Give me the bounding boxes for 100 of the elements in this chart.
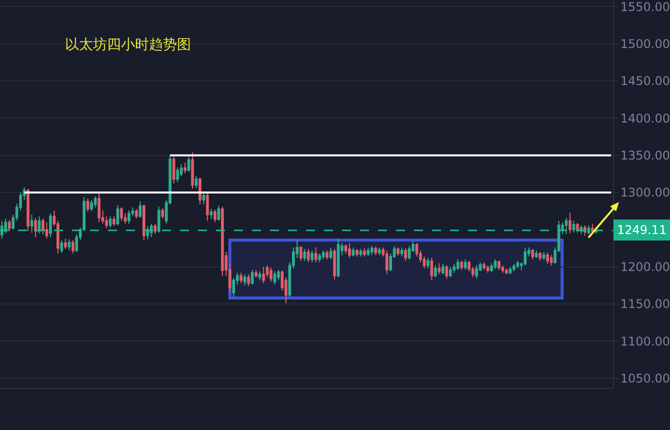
candlestick	[64, 238, 67, 250]
candlestick	[273, 270, 276, 286]
candlestick	[303, 248, 306, 262]
candlestick	[568, 212, 572, 234]
candlestick	[452, 263, 456, 274]
candlestick	[112, 216, 116, 226]
candlestick	[475, 264, 478, 280]
candlestick	[116, 204, 120, 226]
y-tick-label: 1450.00	[620, 74, 670, 88]
candlestick	[329, 247, 332, 260]
candlestick	[299, 246, 302, 262]
candlestick	[512, 263, 516, 272]
y-tick-label: 1050.00	[620, 372, 670, 386]
candlestick	[135, 208, 138, 220]
candlestick	[154, 223, 157, 235]
candlestick	[270, 267, 272, 282]
candlestick	[138, 200, 142, 218]
y-tick-label: 1200.00	[620, 260, 670, 274]
candlestick	[49, 212, 52, 238]
candlestick	[202, 192, 206, 205]
candlestick	[240, 272, 242, 284]
candlestick	[68, 238, 71, 251]
candlestick	[348, 242, 351, 258]
candlestick	[277, 269, 280, 281]
candlestick	[71, 240, 74, 254]
candlestick	[45, 222, 48, 240]
candlestick	[584, 224, 586, 236]
candlestick	[508, 266, 512, 275]
candlestick	[333, 248, 336, 280]
candlestick	[247, 274, 250, 287]
candlestick	[408, 246, 411, 260]
candlestick	[86, 198, 90, 212]
candlestick	[172, 156, 176, 184]
candlestick	[310, 250, 314, 263]
candlestick	[232, 277, 236, 298]
y-tick-label: 1100.00	[620, 334, 670, 348]
candlestick	[490, 262, 493, 273]
candlestick	[456, 258, 460, 270]
candlestick	[344, 244, 348, 254]
candlestick	[94, 196, 97, 208]
candlestick	[501, 264, 504, 274]
candlestick	[60, 240, 64, 254]
candlestick	[363, 248, 366, 257]
candlestick	[396, 247, 400, 256]
candlestick	[34, 217, 37, 238]
candlestick	[206, 192, 209, 222]
candlestick	[142, 204, 146, 241]
y-tick-label: 1400.00	[620, 111, 670, 126]
candlestick	[486, 264, 490, 274]
candlestick	[576, 222, 579, 234]
candlestick	[322, 250, 325, 260]
candlestick	[516, 260, 520, 269]
candlestick	[378, 247, 381, 256]
candlestick	[448, 266, 452, 278]
candlestick	[30, 214, 34, 234]
candlestick	[184, 162, 186, 174]
candlestick	[314, 247, 318, 263]
ref-line-label: 1249.11	[617, 223, 667, 237]
candlestick	[404, 248, 407, 262]
candlestick	[374, 246, 378, 256]
candlestick	[254, 269, 258, 278]
y-tick-label: 1550.00	[620, 0, 670, 14]
candlestick	[198, 177, 202, 205]
candlestick	[258, 270, 262, 281]
candlestick	[498, 260, 500, 270]
y-tick-label: 1150.00	[620, 297, 670, 312]
candlestick	[214, 209, 216, 223]
candlestick	[460, 260, 464, 270]
candlestick	[370, 246, 374, 256]
candlestick	[250, 269, 254, 286]
candlestick	[108, 216, 112, 228]
candlestick	[26, 188, 30, 232]
y-tick-label: 1350.00	[620, 148, 670, 163]
candlestick	[243, 274, 246, 286]
candlestick	[128, 210, 130, 224]
candlestick	[587, 224, 590, 235]
candlestick	[434, 264, 437, 278]
candlestick	[217, 205, 220, 222]
candlestick	[161, 208, 164, 220]
candlestick	[90, 199, 93, 212]
candlestick	[442, 263, 444, 275]
y-tick-label: 1500.00	[620, 37, 670, 52]
candlestick	[482, 262, 486, 270]
candlestick	[42, 218, 44, 235]
candlestick	[210, 208, 213, 220]
candlestick	[262, 266, 265, 284]
candlestick	[505, 268, 508, 275]
candlestick	[8, 220, 11, 232]
candlestick	[542, 251, 546, 261]
candlestick	[176, 166, 179, 183]
candlestick	[352, 247, 355, 257]
candlestick	[400, 247, 404, 257]
candlestick	[187, 156, 190, 172]
candlestick	[306, 248, 310, 263]
candlestick	[534, 250, 538, 258]
candlestick	[336, 238, 340, 278]
candlestick	[531, 248, 534, 260]
candlestick	[359, 248, 362, 257]
candlestick	[220, 206, 224, 276]
candlestick	[356, 248, 358, 257]
